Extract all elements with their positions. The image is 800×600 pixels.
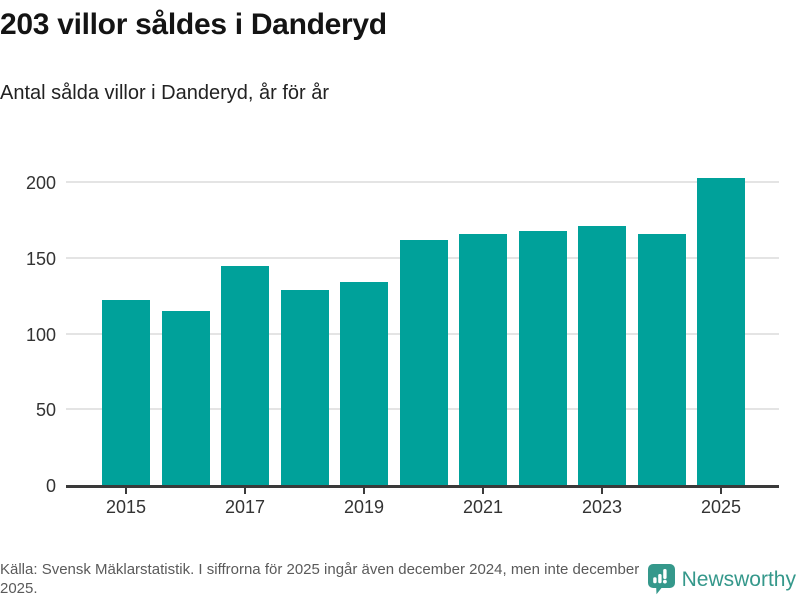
bar-2022: [518, 230, 567, 485]
y-axis-label: 0: [45, 476, 56, 496]
x-axis-tick: [244, 488, 246, 494]
y-axis-label: 150: [25, 249, 56, 270]
x-axis-line: [66, 485, 779, 488]
x-axis-tick: [720, 488, 722, 494]
logo-bar-medium: [657, 574, 662, 584]
bar-2020: [399, 239, 448, 485]
x-axis-tick: [125, 488, 127, 494]
newsworthy-logo-text: Newsworthy: [681, 567, 796, 591]
bar-2016: [161, 311, 210, 485]
bar-2024: [637, 233, 686, 485]
x-axis-label: 2017: [224, 497, 266, 517]
y-axis-label: 100: [25, 324, 56, 345]
newsworthy-logo: Newsworthy: [647, 564, 796, 595]
logo-bar-small: [652, 577, 657, 584]
chart-subtitle: Antal sålda villor i Danderyd, år för år: [0, 82, 330, 104]
x-axis-label: 2015: [105, 497, 147, 517]
bar-2018: [280, 289, 329, 485]
bar-2015: [102, 300, 150, 485]
bar-2025: [697, 177, 745, 485]
bar-chart: 0 50 100 150 200 2015 2017 2019 2021 2023 2025: [0, 160, 800, 540]
x-axis-tick: [363, 488, 365, 494]
bar-2023: [578, 226, 626, 485]
y-axis-label: 200: [25, 173, 56, 194]
x-axis-label: 2019: [343, 497, 385, 517]
bar-2019: [340, 282, 388, 485]
source-note: Källa: Svensk Mäklarstatistik. I siffror…: [0, 561, 640, 597]
bar-2021: [459, 233, 507, 485]
x-axis-label: 2023: [581, 497, 623, 517]
x-axis-label: 2025: [700, 497, 742, 517]
chart-title: 203 villor såldes i Danderyd: [0, 8, 387, 41]
x-axis-label: 2021: [462, 497, 504, 517]
y-axis-label: 50: [35, 400, 56, 421]
gridline-200: [66, 181, 779, 184]
logo-exclamation-dot: [662, 579, 667, 584]
logo-exclamation-bar: [662, 569, 667, 579]
x-axis-tick: [601, 488, 603, 494]
newsworthy-logo-icon: [647, 564, 675, 595]
bar-2017: [221, 265, 269, 485]
x-axis-tick: [482, 488, 484, 494]
